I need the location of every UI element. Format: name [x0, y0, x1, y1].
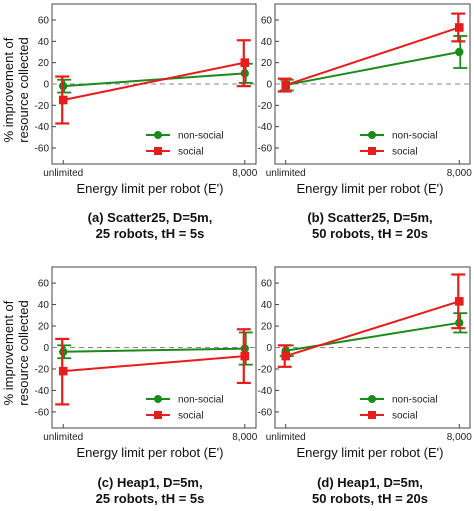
data-point-social — [240, 351, 250, 361]
legend-label: non-social — [392, 395, 438, 406]
x-tick-label: 8,000 — [447, 432, 472, 443]
series-line-social — [285, 300, 460, 358]
series-line-social — [63, 61, 245, 101]
x-axis-label-right-row1: Energy limit per robot (E') — [297, 181, 444, 196]
legend-label: non-social — [178, 395, 224, 406]
series-line-non-social — [63, 347, 245, 353]
x-tick-label: unlimited — [266, 432, 306, 443]
y-tick-label: 40 — [261, 300, 273, 311]
legend-marker — [368, 147, 376, 155]
caption-d-line1: (d) Heap1, D=5m, — [317, 475, 423, 490]
data-point-social — [281, 80, 291, 90]
data-point-social — [240, 58, 250, 67]
legend-label: social — [392, 147, 418, 158]
data-point-non-social — [455, 47, 464, 57]
legend-label: social — [178, 147, 204, 158]
y-tick-label: 20 — [38, 322, 50, 333]
series-line-non-social — [285, 51, 460, 87]
legend-marker — [154, 147, 162, 155]
y-tick-label: -20 — [35, 101, 50, 112]
x-tick-label: unlimited — [43, 432, 83, 443]
y-tick-label: 0 — [266, 343, 272, 354]
chart-panel-b: -60 -40 -20 0 20 40 60 unlimited 8,000 non-social… — [258, 3, 472, 179]
y-tick-label: -20 — [258, 101, 273, 112]
y-tick-label: 0 — [43, 80, 49, 91]
legend-marker — [154, 131, 162, 139]
y-tick-label: -60 — [258, 144, 273, 155]
caption-b-line1: (b) Scatter25, D=5m, — [307, 210, 432, 225]
y-tick-label: -20 — [258, 364, 273, 375]
x-axis-label-left-row2: Energy limit per robot (E') — [77, 445, 224, 460]
y-tick-label: 60 — [38, 16, 50, 27]
y-tick-label: -40 — [258, 386, 273, 397]
legend-marker — [368, 131, 376, 139]
x-axis-label-right-row2: Energy limit per robot (E') — [297, 445, 444, 460]
chart-panel-d: -60 -40 -20 0 20 40 60 unlimited 8,000 non-social… — [258, 266, 472, 443]
y-tick-label: 60 — [38, 279, 50, 290]
series-line-social — [285, 26, 460, 87]
y-tick-label: 60 — [261, 16, 273, 27]
caption-a-line1: (a) Scatter25, D=5m, — [88, 210, 213, 225]
y-tick-label: 60 — [261, 279, 273, 290]
y-tick-label: -40 — [35, 122, 50, 133]
legend-marker — [368, 411, 376, 419]
caption-d-line2: 50 robots, tH = 20s — [312, 491, 428, 506]
chart-panel-a: -60 -40 -20 0 20 40 60 unlimited 8,000 non-social… — [35, 3, 258, 179]
data-point-social — [281, 351, 291, 361]
x-tick-label: 8,000 — [232, 432, 257, 443]
y-tick-label: 40 — [261, 37, 273, 48]
legend-label: non-social — [178, 131, 224, 142]
y-axis-label-row2-line2: resource collected — [16, 300, 31, 406]
legend-marker — [368, 395, 376, 403]
caption-c-line1: (c) Heap1, D=5m, — [97, 475, 202, 490]
y-tick-label: -60 — [258, 407, 273, 418]
x-tick-label: 8,000 — [232, 168, 257, 179]
legend-label: non-social — [392, 131, 438, 142]
y-tick-label: 20 — [38, 58, 50, 69]
y-axis-label-row1-line2: resource collected — [16, 37, 31, 143]
caption-c-line2: 25 robots, tH = 5s — [96, 491, 205, 506]
series-line-non-social — [285, 321, 460, 352]
series-line-non-social — [63, 72, 245, 88]
y-tick-label: 0 — [266, 80, 272, 91]
y-axis-label-row1-line1: % improvement of — [1, 37, 16, 142]
y-tick-label: -40 — [35, 386, 50, 397]
data-point-social — [454, 23, 464, 32]
data-point-social — [58, 366, 68, 376]
y-tick-label: 40 — [38, 37, 50, 48]
x-tick-label: unlimited — [266, 168, 306, 179]
chart-panel-c: -60 -40 -20 0 20 40 60 unlimited 8,000 non-social… — [35, 266, 258, 443]
y-tick-label: -40 — [258, 122, 273, 133]
x-tick-label: 8,000 — [447, 168, 472, 179]
y-tick-label: -60 — [35, 144, 50, 155]
y-tick-label: 20 — [261, 322, 273, 333]
y-axis-label-row2-line1: % improvement of — [1, 300, 16, 405]
series-line-social — [63, 355, 245, 373]
y-tick-label: 20 — [261, 58, 273, 69]
x-axis-label-left-row1: Energy limit per robot (E') — [77, 181, 224, 196]
legend-label: social — [392, 411, 418, 422]
legend-marker — [154, 411, 162, 419]
y-tick-label: -20 — [35, 364, 50, 375]
data-point-social — [58, 95, 68, 105]
caption-b-line2: 50 robots, tH = 20s — [312, 226, 428, 241]
caption-a-line2: 25 robots, tH = 5s — [96, 226, 205, 241]
y-tick-label: 40 — [38, 300, 50, 311]
data-point-social — [454, 297, 464, 306]
x-tick-label: unlimited — [43, 168, 83, 179]
y-tick-label: 0 — [43, 343, 49, 354]
y-tick-label: -60 — [35, 407, 50, 418]
legend-label: social — [178, 411, 204, 422]
legend-marker — [154, 395, 162, 403]
